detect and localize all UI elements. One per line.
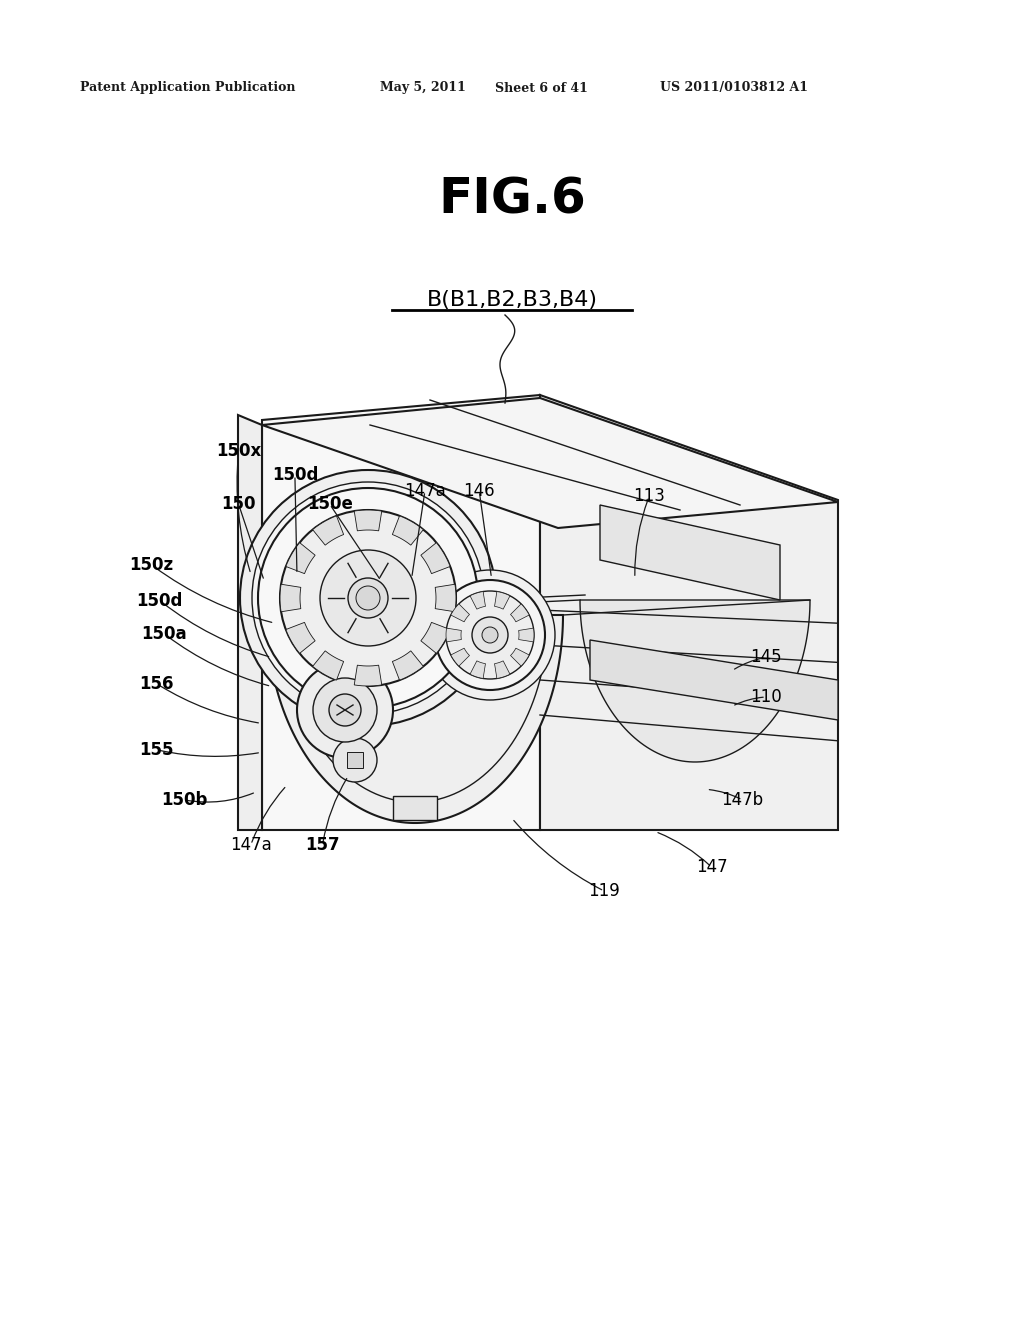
Polygon shape xyxy=(267,615,563,822)
Circle shape xyxy=(258,488,478,708)
Polygon shape xyxy=(262,399,838,528)
Text: 113: 113 xyxy=(633,487,666,506)
Polygon shape xyxy=(511,648,529,667)
Text: 150d: 150d xyxy=(271,466,318,484)
Circle shape xyxy=(280,510,456,686)
Polygon shape xyxy=(511,603,529,622)
Polygon shape xyxy=(470,591,485,609)
Circle shape xyxy=(435,579,545,690)
Text: 147a: 147a xyxy=(230,836,271,854)
Text: May 5, 2011: May 5, 2011 xyxy=(380,82,466,95)
Text: 155: 155 xyxy=(139,741,174,759)
Circle shape xyxy=(313,678,377,742)
Polygon shape xyxy=(392,651,423,680)
Polygon shape xyxy=(238,414,262,830)
Circle shape xyxy=(333,738,377,781)
Text: US 2011/0103812 A1: US 2011/0103812 A1 xyxy=(660,82,808,95)
Text: 146: 146 xyxy=(464,482,495,500)
Polygon shape xyxy=(495,661,510,678)
Text: 110: 110 xyxy=(750,688,782,706)
Polygon shape xyxy=(451,648,469,667)
Text: 150b: 150b xyxy=(161,791,208,809)
Text: 150d: 150d xyxy=(136,591,183,610)
Polygon shape xyxy=(393,796,437,820)
Polygon shape xyxy=(312,651,344,680)
Polygon shape xyxy=(421,543,451,574)
Polygon shape xyxy=(280,585,301,611)
Polygon shape xyxy=(347,752,362,768)
Polygon shape xyxy=(446,628,462,642)
Text: 157: 157 xyxy=(305,836,340,854)
Polygon shape xyxy=(354,665,382,686)
Circle shape xyxy=(356,586,380,610)
Polygon shape xyxy=(435,585,456,611)
Circle shape xyxy=(472,616,508,653)
Text: 150z: 150z xyxy=(129,556,174,574)
Text: 150a: 150a xyxy=(141,624,186,643)
Circle shape xyxy=(348,578,388,618)
Text: 156: 156 xyxy=(139,675,174,693)
Polygon shape xyxy=(262,395,540,830)
Polygon shape xyxy=(421,622,451,653)
Text: B(B1,B2,B3,B4): B(B1,B2,B3,B4) xyxy=(427,290,597,310)
Polygon shape xyxy=(495,591,510,609)
Circle shape xyxy=(482,627,498,643)
Polygon shape xyxy=(451,603,469,622)
Text: 150e: 150e xyxy=(307,495,352,513)
Circle shape xyxy=(329,694,361,726)
Text: 119: 119 xyxy=(588,882,621,900)
Circle shape xyxy=(446,591,534,678)
Text: 150x: 150x xyxy=(216,442,261,461)
Polygon shape xyxy=(392,516,423,545)
Polygon shape xyxy=(580,601,810,762)
Text: Sheet 6 of 41: Sheet 6 of 41 xyxy=(495,82,588,95)
Text: 147b: 147b xyxy=(721,791,764,809)
Polygon shape xyxy=(518,628,534,642)
Polygon shape xyxy=(600,506,780,601)
Polygon shape xyxy=(470,661,485,678)
Polygon shape xyxy=(590,640,838,719)
Text: FIG.6: FIG.6 xyxy=(438,176,586,224)
Polygon shape xyxy=(286,543,315,574)
Circle shape xyxy=(252,482,484,714)
Polygon shape xyxy=(354,510,382,531)
Polygon shape xyxy=(540,395,838,830)
Polygon shape xyxy=(286,622,315,653)
Text: 147: 147 xyxy=(696,858,727,876)
Circle shape xyxy=(319,550,416,645)
Circle shape xyxy=(297,663,393,758)
Text: 145: 145 xyxy=(751,648,781,667)
Text: 150: 150 xyxy=(221,495,256,513)
Polygon shape xyxy=(312,516,344,545)
Text: Patent Application Publication: Patent Application Publication xyxy=(80,82,296,95)
Circle shape xyxy=(425,570,555,700)
Circle shape xyxy=(240,470,496,726)
Text: 147a: 147a xyxy=(404,482,445,500)
